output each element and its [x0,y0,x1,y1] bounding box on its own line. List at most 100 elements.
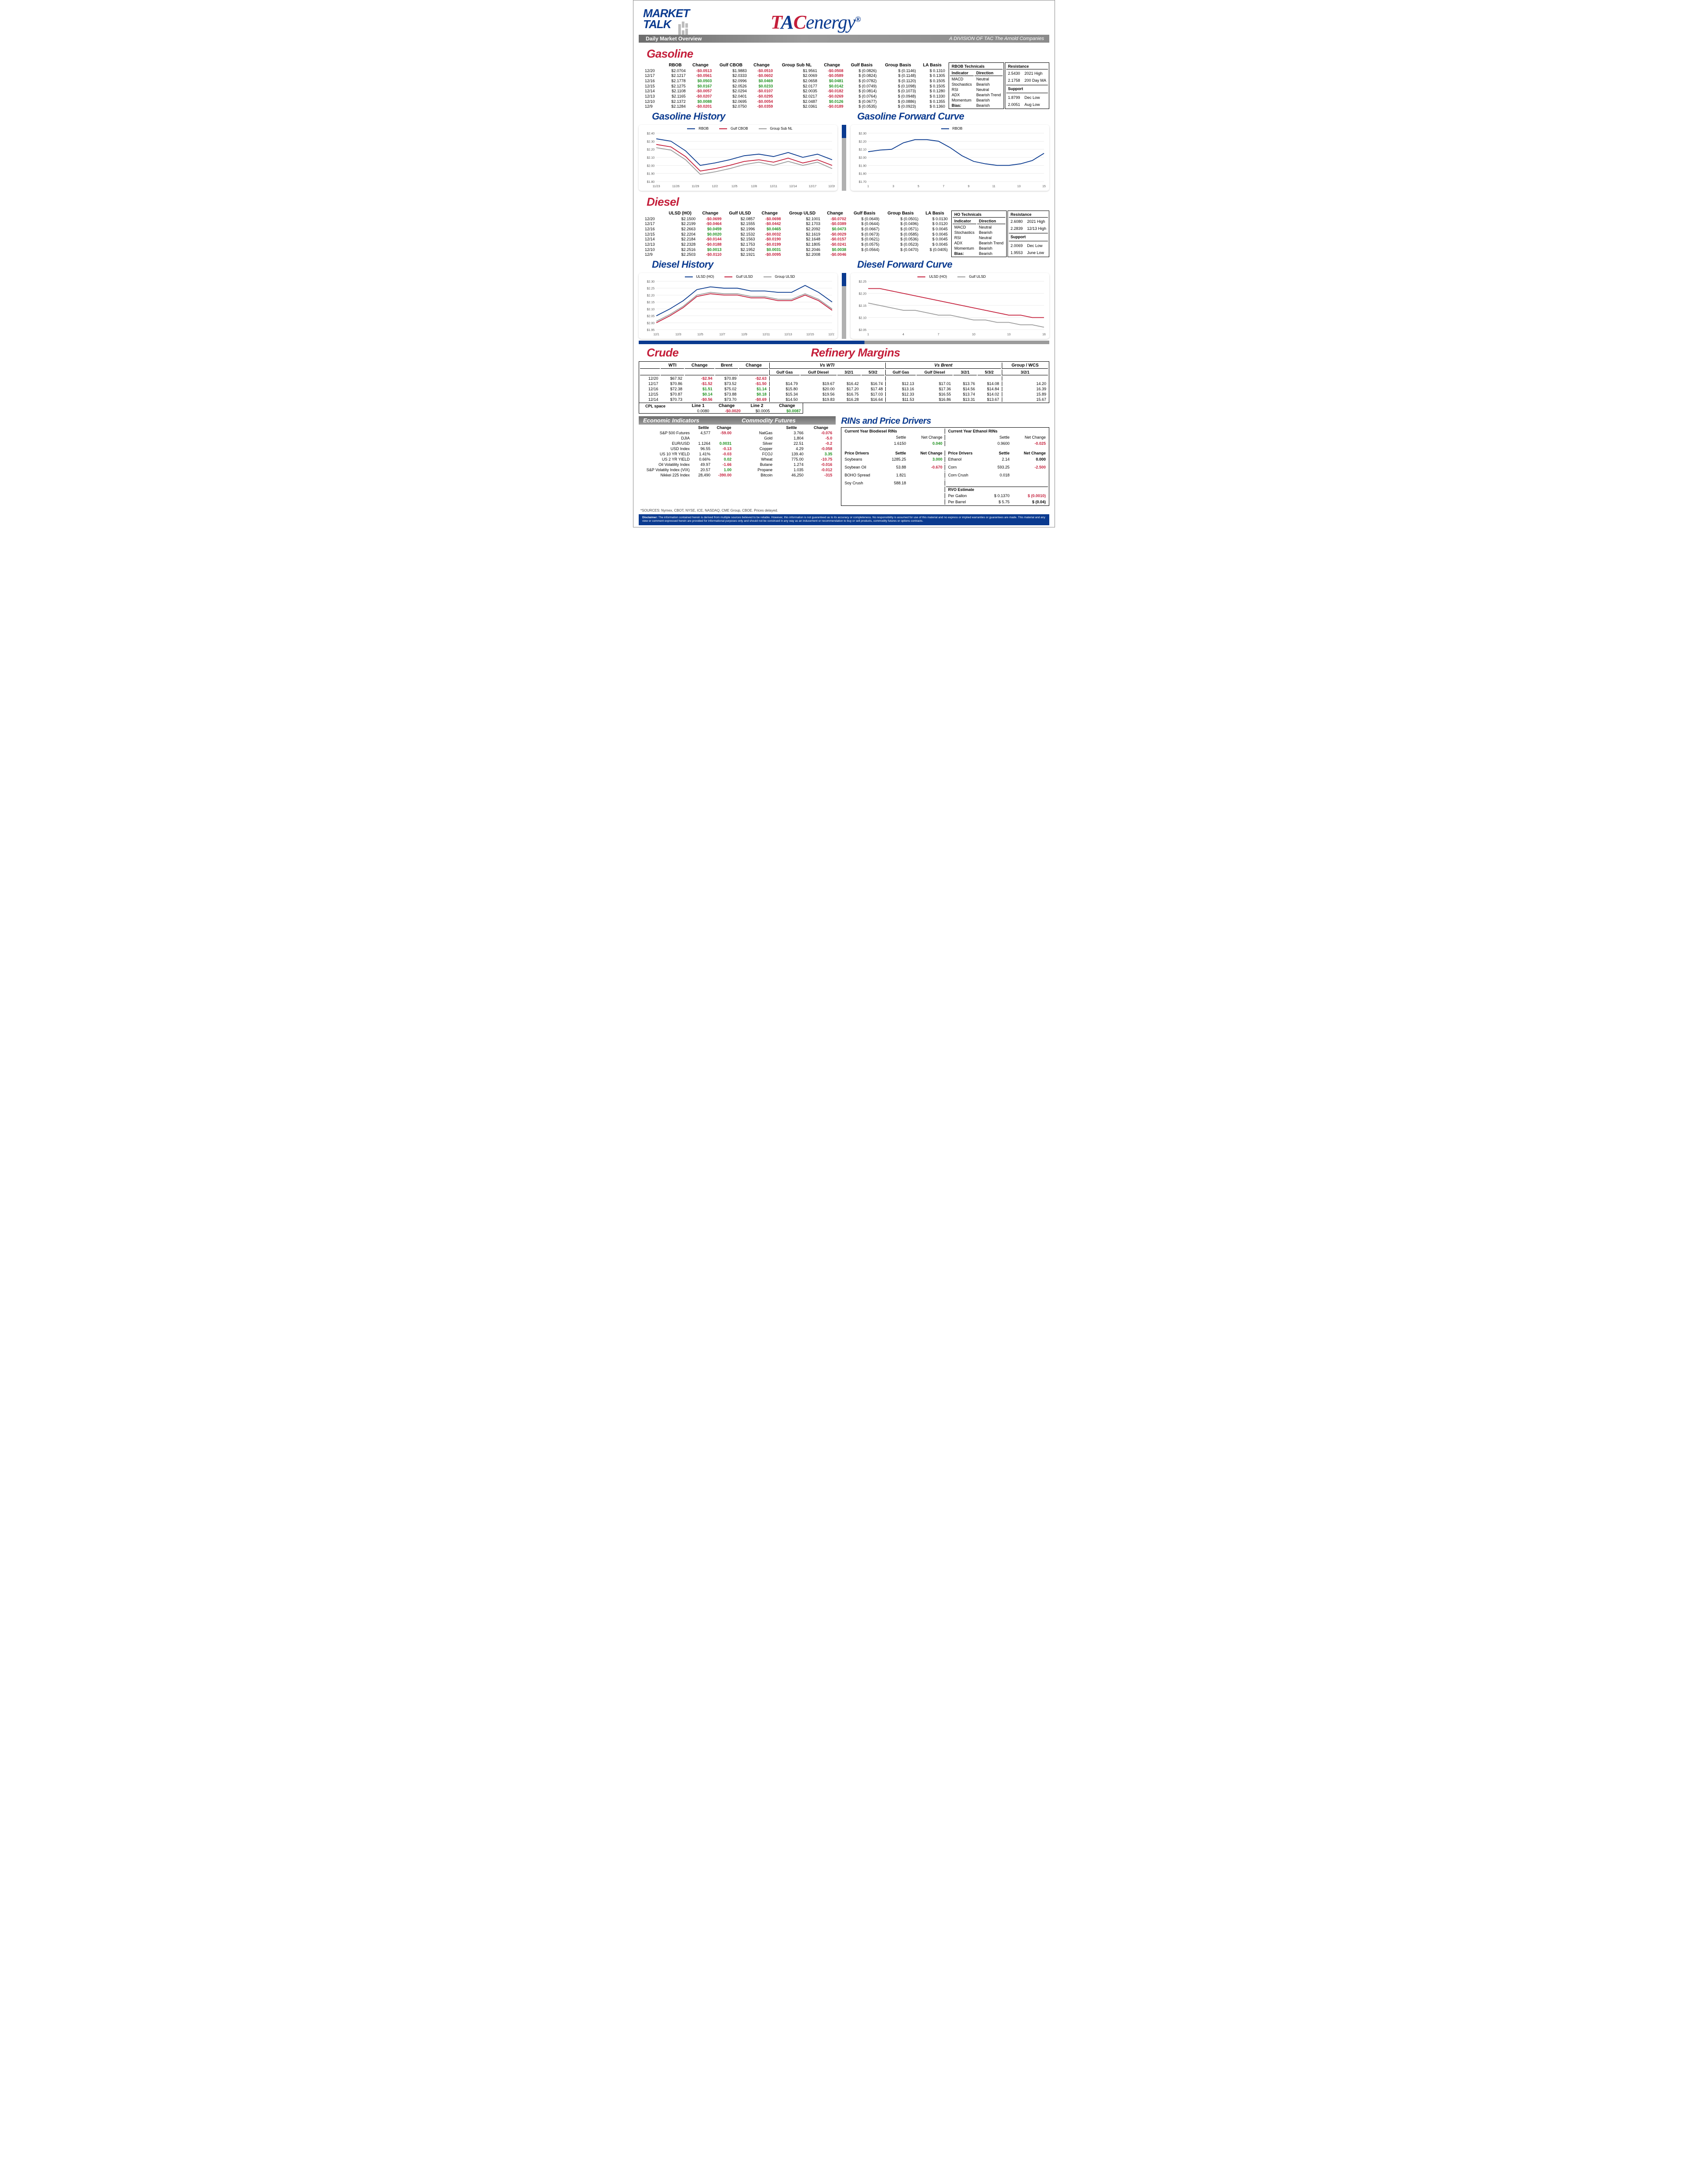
svg-text:$2.00: $2.00 [647,322,655,325]
svg-text:12/1: 12/1 [653,333,659,336]
svg-text:$2.30: $2.30 [647,280,655,283]
diesel-charts: ULSD (HO)Gulf ULSDGroup ULSD $1.95$2.00$… [639,273,1049,339]
diesel-data-row: ULSD (HO)ChangeGulf ULSDChangeGroup ULSD… [639,211,1049,257]
svg-text:11/23: 11/23 [653,185,660,188]
gasoline-history-chart: RBOBGulf CBOBGroup Sub NL $1.80$1.90$2.0… [639,125,837,191]
svg-text:12/20: 12/20 [828,185,835,188]
svg-text:$2.05: $2.05 [647,315,655,318]
svg-text:12/8: 12/8 [751,185,757,188]
commodity-header: Commodity Futures [737,416,836,425]
svg-text:12/3: 12/3 [675,333,681,336]
rins-table: Current Year Biodiesel RINs Current Year… [841,427,1049,506]
svg-text:15: 15 [1042,185,1046,188]
svg-text:$2.15: $2.15 [647,301,655,304]
diesel-title: Diesel [647,195,1049,209]
tac-energy-logo: TACenergy® [771,11,861,33]
top-header: MARKET TALK TACenergy® Daily Market Over… [639,4,1049,43]
svg-text:$2.40: $2.40 [647,132,655,135]
svg-text:12/13: 12/13 [784,333,792,336]
svg-text:1: 1 [867,185,869,188]
gasoline-forward-title: Gasoline Forward Curve [857,111,1049,122]
svg-text:11/26: 11/26 [672,185,680,188]
svg-text:12/11: 12/11 [770,185,777,188]
refinery-margins-title: Refinery Margins [811,346,1049,360]
econ-tables: SettleChange S&P 500 Futures4,577-59.00D… [639,425,836,478]
svg-text:$2.10: $2.10 [647,308,655,311]
diesel-forward-title: Diesel Forward Curve [857,259,1049,270]
diesel-table: ULSD (HO)ChangeGulf ULSDChangeGroup ULSD… [639,211,950,257]
market-talk-logo: MARKET TALK [643,7,689,31]
crude-table: WTIChange BrentChange Vs WTI Vs Brent Gr… [639,361,1049,403]
sources-note: *SOURCES: Nymex, CBOT, NYSE, ICE, NASDAQ… [640,509,1049,512]
svg-text:$2.20: $2.20 [647,149,655,152]
svg-text:13: 13 [1017,185,1021,188]
svg-text:12/7: 12/7 [719,333,725,336]
svg-text:12/15: 12/15 [806,333,814,336]
gasoline-table: RBOBChangeGulf CBOBChangeGroup Sub NLCha… [639,62,947,109]
svg-text:7: 7 [942,185,944,188]
svg-text:$1.90: $1.90 [859,164,866,167]
svg-text:12/2: 12/2 [712,185,718,188]
svg-text:$1.95: $1.95 [647,329,655,332]
gasoline-title: Gasoline [647,47,1049,61]
svg-text:1: 1 [867,333,869,336]
gasoline-forward-chart: RBOB $1.70$1.80$1.90$2.00$2.10$2.20$2.30… [851,125,1049,191]
diesel-resistance: Resistance 2.60802021 High2.283912/13 Hi… [1008,211,1049,257]
svg-text:12/5: 12/5 [697,333,703,336]
svg-text:$2.05: $2.05 [859,329,866,332]
gasoline-history-title: Gasoline History [652,111,844,122]
svg-text:11: 11 [992,185,995,188]
svg-text:$2.10: $2.10 [647,156,655,160]
svg-text:7: 7 [938,333,939,336]
page: MARKET TALK TACenergy® Daily Market Over… [633,0,1055,527]
svg-text:$2.25: $2.25 [859,280,866,283]
svg-text:$2.20: $2.20 [859,293,866,296]
svg-text:4: 4 [902,333,904,336]
svg-text:11/29: 11/29 [691,185,699,188]
diesel-forward-chart: ULSD (HO)Gulf ULSD $2.05$2.10$2.15$2.20$… [851,273,1049,339]
econ-right-table: SettleChange NatGas3.766-0.076Gold1,804-… [739,425,836,478]
diesel-chart-titles: Diesel History Diesel Forward Curve [639,257,1049,271]
svg-text:$1.70: $1.70 [859,181,866,184]
crude-header-row: Crude Refinery Margins [639,344,1049,361]
svg-text:$2.30: $2.30 [647,140,655,143]
diesel-history-title: Diesel History [652,259,844,270]
rins-title: RINs and Price Drivers [841,416,1049,426]
cpl-table: CPL space Line 1Change Line 2Change 0.00… [639,403,803,414]
crude-title: Crude [647,346,803,360]
svg-text:12/11: 12/11 [763,333,770,336]
gasoline-charts: RBOBGulf CBOBGroup Sub NL $1.80$1.90$2.0… [639,125,1049,191]
ho-technicals: HO Technicals IndicatorDirection MACDNeu… [951,211,1007,257]
svg-text:12/17: 12/17 [809,185,817,188]
diesel-tech-wrap: HO Technicals IndicatorDirection MACDNeu… [951,211,1049,257]
gasoline-data-row: RBOBChangeGulf CBOBChangeGroup Sub NLCha… [639,62,1049,109]
bottom-row: Economic Indicators Commodity Futures Se… [639,416,1049,506]
svg-text:5: 5 [917,185,919,188]
svg-text:$1.80: $1.80 [647,181,655,184]
svg-text:9: 9 [968,185,970,188]
svg-text:3: 3 [892,185,894,188]
gasoline-resistance: Resistance 2.54302021 High2.1758200 Day … [1005,62,1049,109]
svg-text:12/14: 12/14 [789,185,797,188]
rbob-technicals: RBOB Technicals IndicatorDirection MACDN… [949,62,1004,109]
chart-divider [842,125,846,191]
svg-text:$1.90: $1.90 [647,173,655,176]
svg-text:12/9: 12/9 [741,333,747,336]
disclaimer: Disclaimer: The information contained he… [639,514,1049,525]
svg-text:12/17: 12/17 [828,333,835,336]
gasoline-chart-titles: Gasoline History Gasoline Forward Curve [639,109,1049,123]
divider-strip [639,341,1049,344]
svg-text:$2.20: $2.20 [859,140,866,143]
svg-text:10: 10 [972,333,975,336]
econ-header: Economic Indicators [639,416,737,425]
svg-text:16: 16 [1042,333,1046,336]
gasoline-tech-wrap: RBOB Technicals IndicatorDirection MACDN… [949,62,1049,109]
svg-text:$2.30: $2.30 [859,132,866,135]
svg-text:$2.25: $2.25 [647,287,655,291]
svg-text:$2.10: $2.10 [859,317,866,320]
svg-text:$2.20: $2.20 [647,294,655,297]
svg-text:$1.80: $1.80 [859,173,866,176]
daily-strip: Daily Market Overview A DIVISION OF TAC … [639,35,1049,43]
diesel-history-chart: ULSD (HO)Gulf ULSDGroup ULSD $1.95$2.00$… [639,273,837,339]
chart-divider-2 [842,273,846,339]
